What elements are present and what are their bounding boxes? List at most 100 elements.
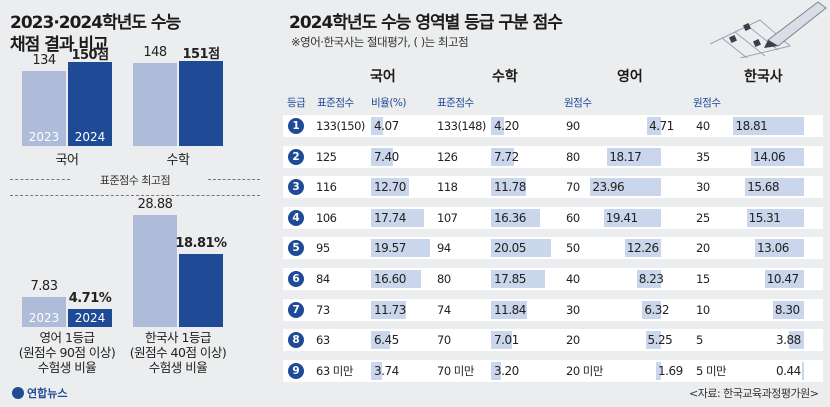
subject-header-korean: 국어 [370, 69, 396, 85]
math-ratio: 7.72 [494, 150, 519, 164]
english-ratio: 5.25 [647, 333, 673, 347]
english-ratio: 19.41 [605, 211, 638, 225]
subheader-korean-score: 표준점수 [317, 97, 354, 109]
grade-badge: 1 [288, 118, 304, 134]
korean-ratio: 17.74 [374, 211, 406, 225]
logo-icon [12, 387, 24, 399]
history-score: 35 [696, 150, 710, 164]
pen-grid-decoration [709, 1, 827, 58]
english-score: 80 [566, 150, 580, 164]
korean-ratio-bar [371, 117, 384, 135]
korean-score: 73 [316, 303, 330, 317]
table-row [283, 207, 823, 229]
korean-ratio: 7.40 [374, 150, 399, 164]
korean-score: 133(150) [316, 119, 365, 133]
category-label: 국어 [55, 153, 79, 168]
bar-1-0 [133, 63, 177, 146]
table-row [283, 176, 823, 198]
english-score: 20 [566, 333, 580, 347]
subject-header-english: 영어 [617, 69, 643, 85]
category-label: 한국사 1등급 [145, 330, 211, 345]
history-ratio-bar [746, 209, 804, 227]
logo-text: 연합뉴스 [27, 387, 68, 400]
history-ratio: 14.06 [753, 150, 786, 164]
subheader-english-score: 원점수 [564, 97, 592, 109]
korean-score: 125 [316, 150, 337, 164]
top-bar-chart: 134 2023 150점 2024 국어 148 151점 수학 [0, 0, 270, 190]
english-ratio: 1.69 [658, 364, 683, 378]
english-score: 20 미만 [566, 364, 603, 378]
bottom-bar-chart: 7.83 2023 4.71% 2024 영어 1등급 (원점수 90점 이상) 수험생 비… [0, 0, 270, 407]
bar-1-0 [133, 215, 177, 327]
korean-score: 63 미만 [316, 364, 353, 378]
math-score: 70 미만 [437, 364, 474, 378]
history-ratio: 3.88 [776, 333, 801, 347]
korean-ratio-bar [371, 301, 407, 319]
korean-ratio: 6.45 [374, 333, 399, 347]
grade-badge: 3 [288, 179, 304, 195]
history-ratio-bar [772, 301, 804, 319]
grade-badge: 4 [288, 210, 304, 226]
bar-0-0 [22, 296, 66, 327]
korean-ratio: 3.74 [374, 364, 399, 378]
korean-ratio-bar [371, 331, 391, 349]
bar-value-label: 28.88 [137, 197, 173, 212]
math-score: 94 [437, 241, 451, 255]
math-ratio: 3.20 [494, 364, 519, 378]
math-score: 126 [437, 150, 458, 164]
english-ratio-bar [656, 362, 661, 380]
table-row [283, 360, 823, 382]
left-title-line2: 채점 결과 비교 [10, 35, 109, 55]
grade-badge: 8 [288, 332, 304, 348]
right-title: 2024학년도 수능 영역별 등급 구분 점수 [289, 13, 563, 33]
subject-header-math: 수학 [492, 69, 518, 85]
math-ratio-bar [491, 270, 545, 288]
bar-value-label: 18.81% [175, 236, 227, 252]
left-title-line1: 2023·2024학년도 수능 [10, 13, 181, 33]
math-ratio-bar [491, 301, 527, 319]
bar-0-0 [22, 70, 66, 146]
table-row [283, 115, 823, 137]
korean-score: 84 [316, 272, 330, 286]
category-label: 수험생 비율 [37, 360, 97, 375]
math-ratio: 11.84 [494, 303, 526, 317]
table-row [283, 268, 823, 290]
logo: 연합뉴스 [12, 385, 67, 401]
bar-value-label: 4.71% [68, 290, 112, 306]
bar-value-label: 7.83 [30, 278, 58, 294]
math-ratio-bar [491, 117, 504, 135]
grade-badge: 2 [288, 149, 304, 165]
bar-0-1 [68, 62, 112, 146]
english-ratio-bar [642, 301, 661, 319]
english-ratio-bar [647, 117, 661, 135]
history-ratio: 18.81 [735, 119, 768, 133]
english-ratio-bar [590, 178, 661, 196]
history-ratio-bar [789, 331, 804, 349]
math-ratio: 20.05 [494, 241, 526, 255]
english-score: 40 [566, 272, 580, 286]
math-ratio: 7.01 [494, 333, 519, 347]
korean-ratio-bar [371, 239, 430, 257]
series-year-label: 2024 [74, 311, 106, 325]
series-year-label: 2023 [28, 130, 60, 144]
history-score: 30 [696, 180, 710, 194]
right-note: ※영어·한국사는 절대평가, ( )는 최고점 [291, 35, 469, 49]
korean-ratio: 12.70 [374, 180, 406, 194]
korean-ratio-bar [371, 148, 394, 166]
english-ratio-bar [624, 239, 661, 257]
subheader-history-score: 원점수 [693, 97, 721, 109]
korean-ratio: 19.57 [374, 241, 406, 255]
history-ratio: 15.31 [748, 211, 781, 225]
math-ratio-bar [491, 209, 541, 227]
history-ratio-bar [733, 117, 804, 135]
korean-score: 106 [316, 211, 337, 225]
subheader-grade: 등급 [287, 97, 306, 109]
bar-value-label: 148 [143, 45, 167, 61]
bar-1-1 [179, 254, 223, 327]
math-score: 133(148) [437, 119, 486, 133]
bar-value-label: 150점 [71, 48, 109, 63]
history-score: 5 [696, 333, 703, 347]
math-score: 74 [437, 303, 451, 317]
english-score: 60 [566, 211, 580, 225]
history-ratio-bar [755, 239, 804, 257]
